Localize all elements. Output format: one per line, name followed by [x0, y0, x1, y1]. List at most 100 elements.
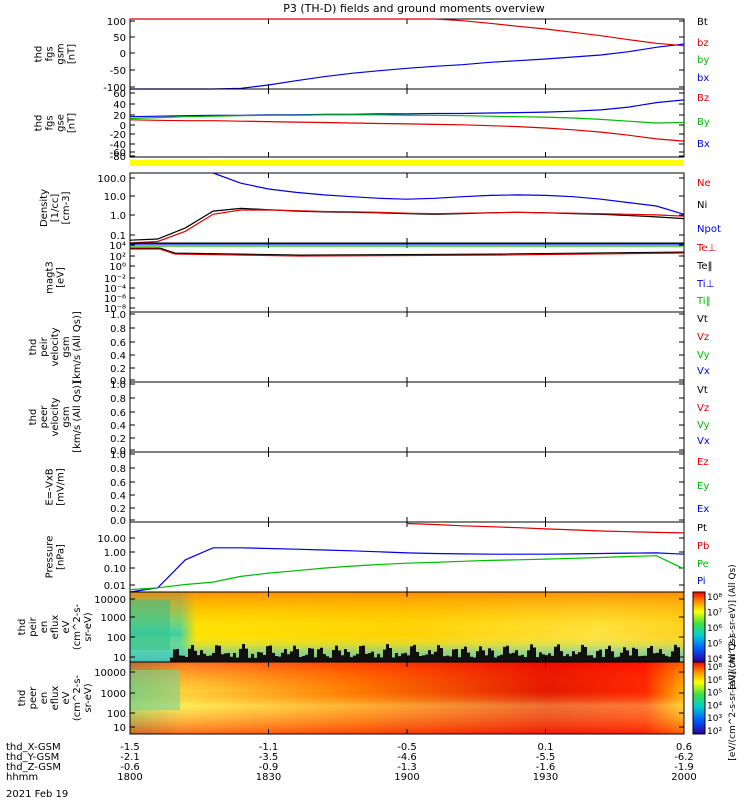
y-axis-label: gse [56, 114, 67, 132]
x-axis-row-label: thd_Z-GSM [6, 762, 61, 773]
legend-entry: bz [697, 38, 709, 49]
x-axis-value: 1800 [117, 772, 142, 783]
y-axis-label: (cm^2-s- [72, 603, 83, 650]
legend-entry: Npot [697, 224, 721, 235]
y-axis-label: E=-VxB [45, 468, 56, 505]
y-tick-label: -40 [110, 140, 126, 151]
electron-spectrogram-early [130, 670, 180, 710]
colorbar-tick: 10⁸ [707, 593, 722, 603]
y-tick-label: 10000 [94, 595, 126, 606]
legend-entry: Vz [697, 332, 709, 343]
y-tick-label: -100 [103, 83, 126, 94]
y-tick-label: 1.0 [110, 450, 126, 461]
series-line-1 [129, 547, 685, 593]
x-axis-value: -4.6 [397, 752, 417, 763]
series-line-1 [130, 43, 685, 90]
legend-entry: Ey [697, 481, 709, 492]
legend-entry: Vz [697, 403, 709, 414]
y-axis-label: eV [61, 620, 72, 633]
legend-entry: Pt [697, 523, 707, 534]
legend-entry: Pe [697, 559, 709, 570]
panel-frame [129, 172, 685, 244]
y-axis-label: thd [17, 619, 28, 636]
panel-6: 1.0 0.8 0.6 0.4 0.20.0 thd peer velocity gsm [km/… [28, 380, 710, 457]
legend-entry: Ez [697, 457, 709, 468]
y-axis-label: thd [28, 339, 39, 356]
y-axis-label: eflux [50, 686, 61, 711]
x-axis-value: -1.9 [674, 762, 694, 773]
y-axis-label: velocity [50, 327, 61, 366]
y-axis-label: [1/cc] [50, 194, 61, 223]
y-tick-label: -20 [110, 130, 126, 141]
y-tick-label: -80 [110, 152, 126, 163]
y-tick-label: 1.00 [104, 548, 126, 559]
x-axis-value: -2.1 [120, 752, 140, 763]
series-line-2 [130, 18, 685, 47]
legend-entry: Ex [697, 504, 709, 515]
y-tick-label: -50 [110, 66, 126, 77]
y-axis-label: thd [28, 409, 39, 426]
x-axis-row-label: thd_X-GSM [6, 742, 61, 753]
y-tick-label: 0.10 [104, 564, 126, 575]
y-tick-label: 0.6 [110, 338, 126, 349]
y-tick-label: 10000 [94, 668, 126, 679]
colorbar-tick: 10⁴ [707, 701, 722, 711]
y-tick-label: 0.8 [110, 394, 126, 405]
y-axis-label: [cm-3] [61, 191, 72, 224]
x-axis-row-label: thd_Y-GSM [6, 752, 59, 763]
x-axis-labels: thd_X-GSM -1.5 -1.1 -0.5 0.1 0.6 thd_Y-GSM -2.1… [6, 742, 697, 783]
legend-entry: Ti‖ [696, 296, 711, 307]
series-line-2 [129, 555, 685, 591]
date-label: 2021 Feb 19 [6, 789, 68, 800]
series-line-3 [129, 209, 685, 244]
panel-1: 100 50 0 -50 -100 thd fgs gsm [nT] Bt bz by bx [34, 17, 710, 94]
y-tick-label: 1000 [101, 689, 126, 700]
series-line-3 [406, 522, 685, 534]
legend-entry: bx [697, 73, 709, 84]
y-tick-label: 0.2 [110, 434, 126, 445]
y-tick-label: 10⁻⁴ [104, 284, 126, 295]
legend-entry: Pb [697, 541, 709, 552]
y-tick-label: 0.6 [110, 408, 126, 419]
series-line-te-par [130, 247, 685, 256]
y-tick-label: 40 [113, 100, 126, 111]
x-axis-value: -0.5 [397, 742, 417, 753]
y-axis-label: fgs [45, 46, 56, 61]
y-tick-label: 0.6 [110, 478, 126, 489]
y-axis-label: peer [28, 686, 39, 710]
panel-frame [129, 381, 685, 453]
colorbar-label: [eV/(cm^2-s-sr-eV)] (All Qs) [728, 635, 738, 760]
colorbar-tick: 10⁵ [707, 640, 722, 650]
legend-entry: Bz [697, 93, 709, 104]
x-axis-value: 0.6 [676, 742, 692, 753]
y-axis-label: en [39, 621, 50, 634]
x-axis-value: -0.9 [259, 762, 279, 773]
x-axis-value: 1930 [533, 772, 558, 783]
y-axis-label: magt3 [45, 261, 56, 294]
y-axis-label: [nPa] [56, 544, 67, 570]
colorbar [692, 661, 706, 735]
y-tick-label: 10⁰ [109, 262, 126, 273]
colorbar-tick: 10⁴ [707, 655, 722, 665]
y-tick-label: 0.1 [110, 231, 126, 242]
x-axis-value: -3.5 [259, 752, 279, 763]
y-tick-label: 0.2 [110, 504, 126, 515]
series-line-1 [129, 99, 685, 118]
y-tick-label: 0.4 [110, 421, 126, 432]
y-axis-label: [km/s (All Qs)] [72, 311, 83, 383]
electron-spectrogram-overlay [130, 662, 684, 734]
panel-9: 10000 1000 100 10 thd peir en eflux eV (cm^2-s-sr… [17, 564, 738, 689]
series-line-te-perp [130, 248, 685, 257]
legend-entry: Vy [697, 350, 710, 361]
y-tick-label: 0.0 [110, 446, 126, 457]
y-axis-label: [nT] [67, 44, 78, 64]
y-axis-label: peir [39, 336, 50, 356]
y-axis-label: fgs [45, 115, 56, 130]
legend-entry: Te⊥ [696, 243, 716, 254]
y-tick-label: 1.0 [110, 310, 126, 321]
y-axis-label: Density [39, 189, 50, 227]
y-axis-label: en [39, 692, 50, 705]
